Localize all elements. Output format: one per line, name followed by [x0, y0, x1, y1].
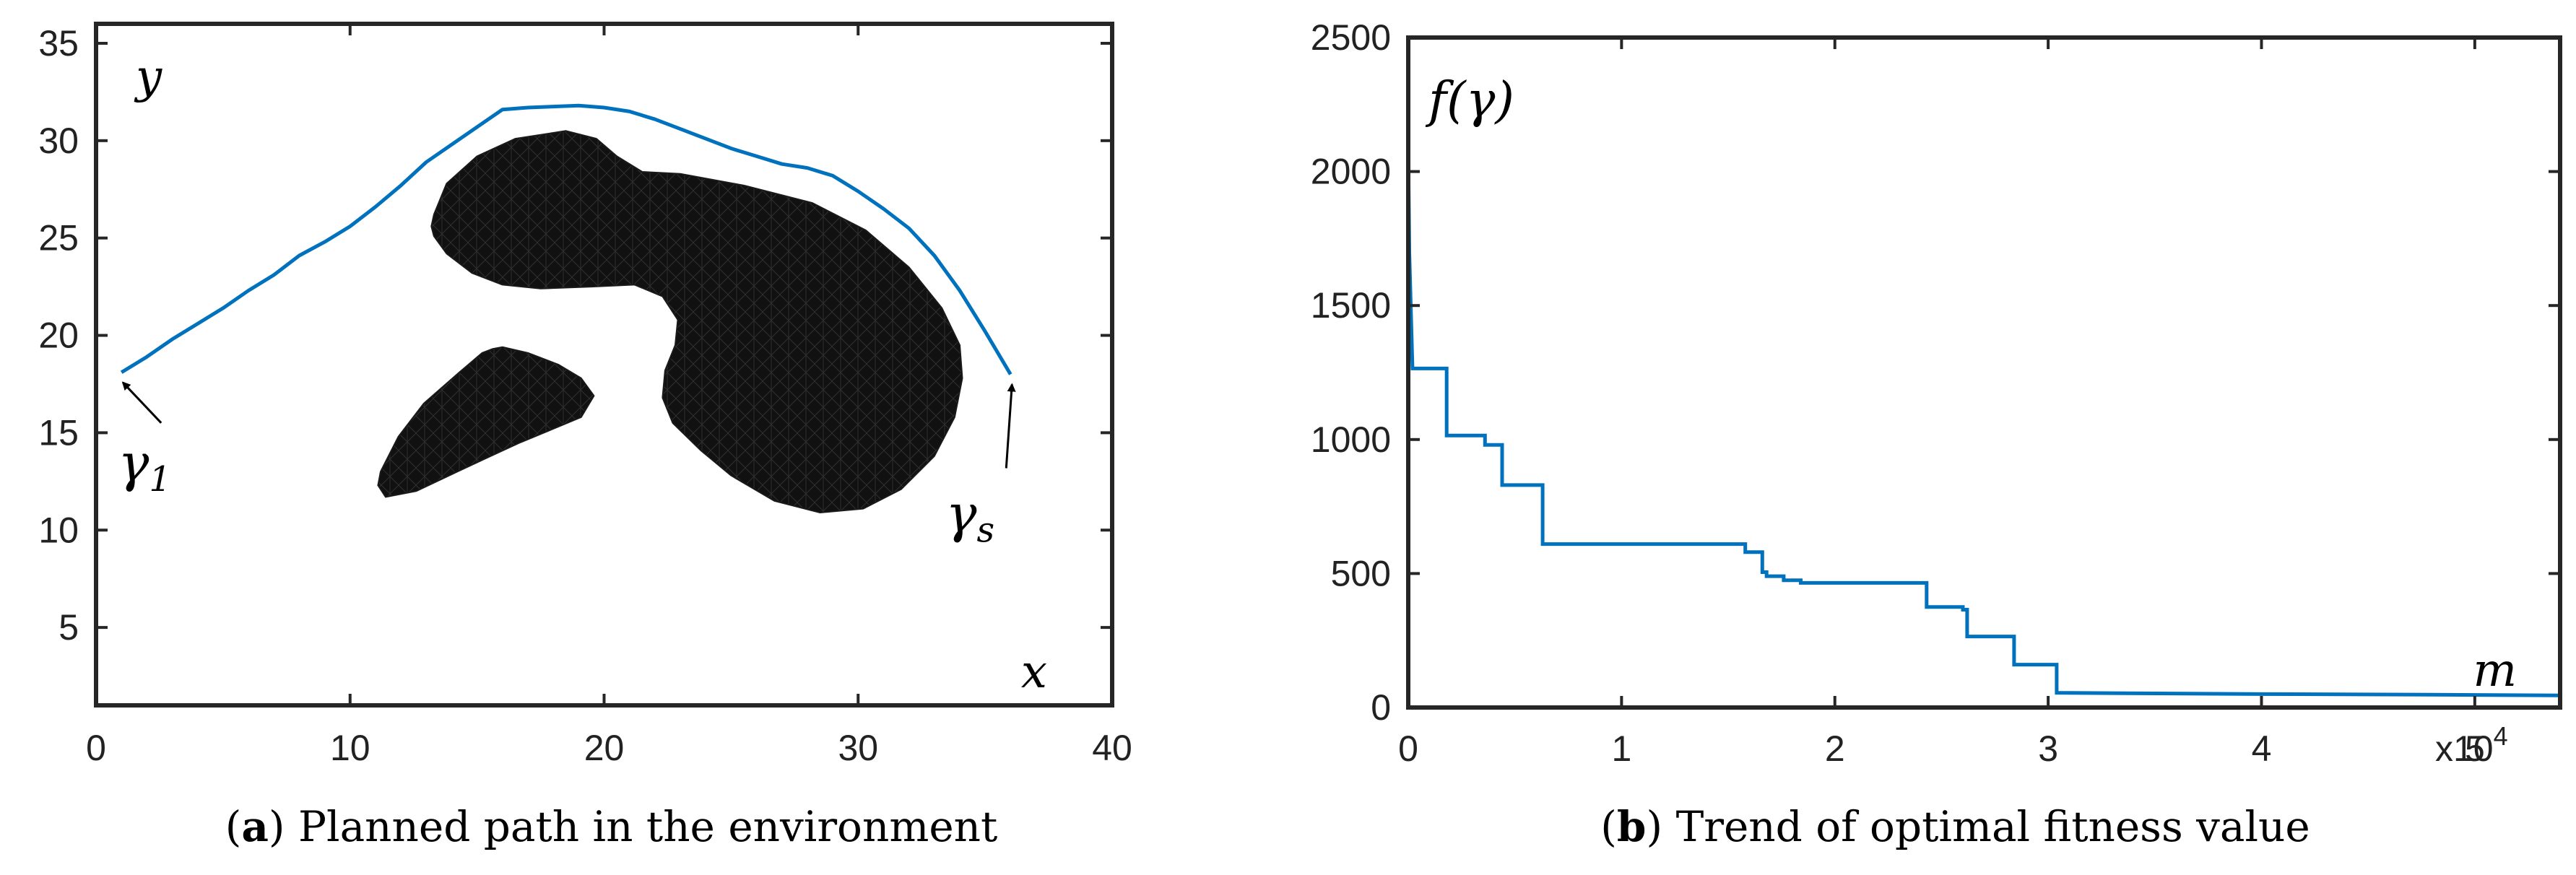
panel-a-x-tick-label: 40	[1092, 728, 1132, 768]
gamma-1-arrow	[121, 381, 162, 424]
panel-a-x-tick-label: 10	[330, 728, 370, 768]
panel-b-x-scale-exponent: 4	[2494, 721, 2508, 751]
fitness-trend-line	[1406, 149, 2561, 697]
panel-a-caption-open-paren: (	[225, 802, 242, 851]
panel-a-y-axis-label: y	[134, 51, 162, 104]
panel-b-y-tick-label: 0	[1371, 687, 1391, 728]
panel-b-caption-close-paren: )	[1646, 802, 1675, 851]
panel-a-y-tick-label: 20	[38, 315, 79, 356]
gamma-1-subscript: 1	[149, 459, 171, 500]
panel-b-caption: (b) Trend of optimal fitness value	[1600, 802, 2310, 851]
gamma-s-symbol: γ	[945, 483, 977, 544]
panel-b-y-tick-label: 2000	[1311, 152, 1391, 192]
panel-b-x-tick-label: 4	[2252, 728, 2272, 769]
panel-b-caption-open-paren: (	[1600, 802, 1617, 851]
panel-b-y-tick-label: 2500	[1311, 17, 1391, 58]
small-obstacle	[377, 346, 595, 498]
panel-a-y-tick-label: 25	[38, 218, 79, 258]
panel-b-x-tick-label: 5	[2465, 728, 2485, 769]
gamma-s-arrow	[1005, 383, 1016, 469]
gamma-s-label: γs	[945, 483, 994, 550]
gamma-1-label: γ1	[118, 432, 171, 500]
panel-a-y-tick-label: 35	[38, 23, 79, 64]
panel-b-x-scale-base: x10	[2435, 728, 2494, 769]
panel-a-y-tick-label: 10	[38, 510, 79, 550]
panel-b-caption-letter: b	[1617, 802, 1647, 851]
panel-b-x-scale-factor: x104	[2435, 721, 2508, 769]
panel-a-y-tick-label: 15	[38, 412, 79, 453]
panel-a-x-tick-label: 30	[838, 728, 878, 768]
panel-b-x-tick-label: 0	[1398, 728, 1418, 769]
panel-b-y-tick-label: 500	[1331, 553, 1391, 593]
gamma-s-subscript: s	[976, 510, 994, 550]
panel-a-caption-close-paren: )	[269, 802, 298, 851]
panel-b-x-axis-label: m	[2473, 644, 2517, 697]
panel-a-y-tick-label: 30	[38, 121, 79, 161]
panel-a-axes-frame	[94, 22, 1114, 708]
panel-a-x-axis-label: x	[1021, 645, 1047, 699]
gamma-1-symbol: γ	[118, 432, 149, 493]
panel-a-caption-letter: a	[241, 802, 269, 851]
panel-b-y-tick-label: 1000	[1311, 419, 1391, 460]
panel-a-y-tick-label: 5	[58, 607, 79, 648]
panel-b-x-tick-label: 1	[1611, 728, 1631, 769]
panel-b-caption-text: Trend of optimal fitness value	[1676, 802, 2310, 851]
panel-b-y-axis-label: f(γ)	[1425, 72, 1514, 129]
panel-b-x-tick-label: 2	[1825, 728, 1845, 769]
panel-b-axes-frame	[1406, 35, 2562, 710]
panel-a-caption: (a) Planned path in the environment	[225, 802, 998, 851]
panel-a-x-tick-label: 20	[584, 728, 625, 768]
panel-a-caption-text: Planned path in the environment	[298, 802, 997, 851]
panel-b-x-tick-label: 3	[2038, 728, 2058, 769]
panel-b-y-tick-label: 1500	[1311, 285, 1391, 326]
panel-a-x-tick-label: 0	[86, 728, 106, 768]
kidney-obstacle	[430, 130, 963, 513]
planned-path-line	[120, 103, 1012, 375]
